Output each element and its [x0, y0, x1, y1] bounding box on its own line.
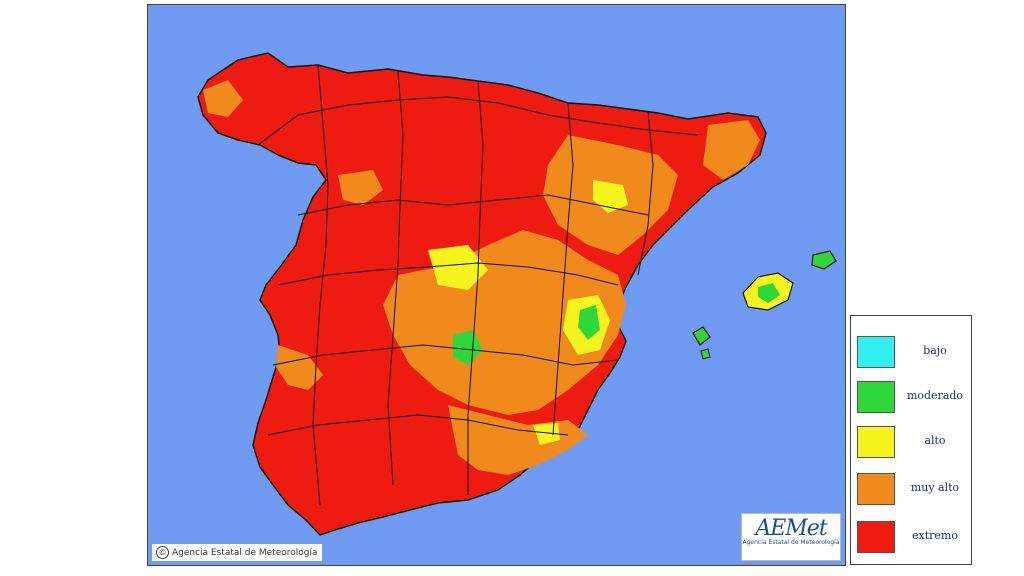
map-frame: © Agencia Estatal de Meteorología AEMet … — [147, 4, 846, 566]
legend-item-muy-alto: muy alto — [857, 473, 967, 509]
legend-item-alto: alto — [857, 426, 967, 462]
zone-high-aragon — [593, 180, 628, 213]
zone-very-high-northeast — [703, 120, 760, 180]
logo-subtitle: Agencia Estatal de Meteorología — [742, 539, 840, 546]
copyright-note: © Agencia Estatal de Meteorología — [152, 544, 322, 561]
zone-moderate-east — [578, 305, 600, 340]
zone-very-high-north — [338, 170, 383, 205]
zone-high-center — [428, 245, 488, 290]
legend-label: moderado — [906, 389, 964, 402]
island-formentera — [700, 348, 711, 360]
zone-very-high-galicia — [203, 80, 243, 117]
legend-swatch — [857, 381, 895, 413]
island-mallorca-inner — [758, 283, 780, 303]
legend-label: extremo — [912, 529, 958, 542]
risk-map — [197, 52, 837, 536]
legend-swatch — [857, 336, 895, 368]
legend-swatch — [857, 473, 895, 505]
island-ibiza — [692, 326, 711, 346]
legend-item-bajo: bajo — [857, 336, 967, 372]
legend-swatch — [857, 521, 895, 553]
zone-very-high-west — [276, 345, 323, 390]
legend-swatch — [857, 426, 895, 458]
zone-moderate-mancha — [453, 330, 483, 365]
legend-item-extremo: extremo — [857, 521, 967, 557]
aemet-logo: AEMet Agencia Estatal de Meteorología — [741, 513, 841, 561]
legend: bajo moderado alto muy alto extremo — [850, 315, 972, 565]
legend-label: muy alto — [910, 481, 960, 494]
legend-item-moderado: moderado — [857, 381, 967, 417]
province-borders — [257, 64, 699, 506]
island-menorca — [811, 250, 837, 270]
legend-label: alto — [924, 434, 946, 447]
legend-label: bajo — [923, 344, 947, 357]
logo-text: AEMet — [755, 516, 827, 541]
copyright-icon: © — [156, 546, 169, 559]
copyright-text: Agencia Estatal de Meteorología — [172, 547, 318, 558]
